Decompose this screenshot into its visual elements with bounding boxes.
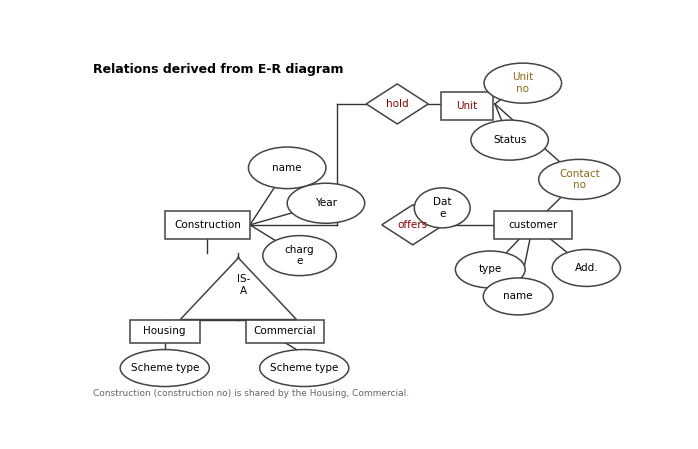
Text: Year: Year bbox=[315, 198, 337, 208]
Polygon shape bbox=[366, 84, 429, 124]
Ellipse shape bbox=[287, 183, 364, 223]
Text: Housing: Housing bbox=[144, 326, 186, 336]
FancyBboxPatch shape bbox=[130, 320, 200, 343]
Text: type: type bbox=[479, 264, 502, 274]
Text: Add.: Add. bbox=[574, 263, 598, 273]
Text: name: name bbox=[503, 291, 533, 301]
Polygon shape bbox=[382, 205, 444, 245]
Text: name: name bbox=[272, 163, 302, 173]
FancyBboxPatch shape bbox=[440, 92, 493, 120]
Text: offers: offers bbox=[398, 220, 428, 230]
Ellipse shape bbox=[262, 236, 336, 276]
Ellipse shape bbox=[483, 278, 553, 315]
Ellipse shape bbox=[484, 63, 562, 103]
Text: IS-
A: IS- A bbox=[237, 274, 251, 296]
Ellipse shape bbox=[471, 120, 549, 160]
Text: Status: Status bbox=[493, 135, 526, 145]
Ellipse shape bbox=[248, 147, 326, 189]
Text: charg
e: charg e bbox=[285, 245, 314, 266]
Ellipse shape bbox=[552, 250, 621, 286]
Text: Relations derived from E-R diagram: Relations derived from E-R diagram bbox=[93, 62, 343, 75]
Ellipse shape bbox=[455, 251, 525, 288]
Ellipse shape bbox=[539, 159, 620, 199]
Ellipse shape bbox=[260, 350, 349, 387]
Text: Construction (construction no) is shared by the Housing, Commercial.: Construction (construction no) is shared… bbox=[93, 389, 409, 398]
Text: Dat
e: Dat e bbox=[433, 197, 452, 219]
Text: Unit
no: Unit no bbox=[512, 72, 533, 94]
Text: Scheme type: Scheme type bbox=[270, 363, 339, 373]
Polygon shape bbox=[180, 258, 297, 320]
Text: customer: customer bbox=[508, 220, 558, 230]
Text: hold: hold bbox=[386, 99, 408, 109]
Ellipse shape bbox=[120, 350, 209, 387]
Ellipse shape bbox=[415, 188, 470, 228]
FancyBboxPatch shape bbox=[246, 320, 324, 343]
FancyBboxPatch shape bbox=[494, 211, 572, 239]
FancyBboxPatch shape bbox=[165, 211, 250, 239]
Text: Contact
no: Contact no bbox=[559, 168, 600, 190]
Text: Commercial: Commercial bbox=[253, 326, 316, 336]
Text: Construction: Construction bbox=[174, 220, 241, 230]
Text: Scheme type: Scheme type bbox=[131, 363, 199, 373]
Text: Unit: Unit bbox=[456, 101, 477, 111]
